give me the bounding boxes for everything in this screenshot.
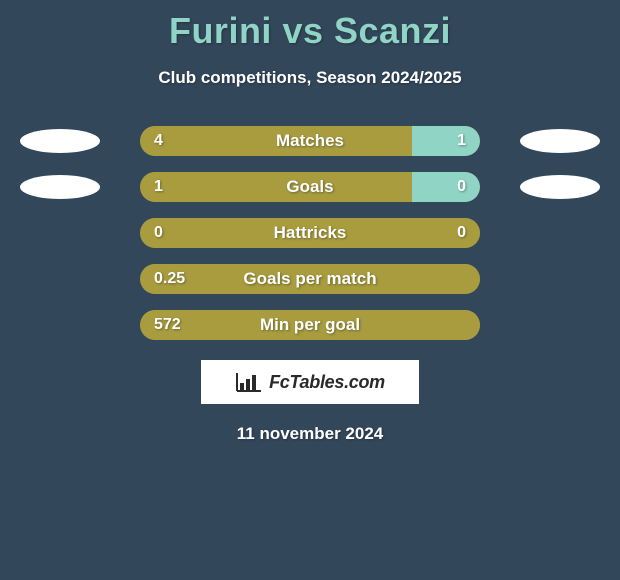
- right-crest: [520, 175, 600, 199]
- right-value: 0: [457, 218, 466, 248]
- stat-bar: 572Min per goal: [140, 310, 480, 340]
- stat-label: Hattricks: [140, 218, 480, 248]
- barchart-icon: [235, 371, 263, 393]
- date-text: 11 november 2024: [0, 424, 620, 444]
- stat-row: 572Min per goal: [0, 310, 620, 340]
- subtitle: Club competitions, Season 2024/2025: [0, 68, 620, 88]
- logo-text: FcTables.com: [269, 372, 385, 393]
- page-title: Furini vs Scanzi: [0, 0, 620, 52]
- stats-container: 4Matches11Goals00Hattricks00.25Goals per…: [0, 126, 620, 340]
- right-value: 1: [457, 126, 466, 156]
- stat-bar: 4Matches1: [140, 126, 480, 156]
- left-crest: [20, 175, 100, 199]
- stat-row: 0Hattricks0: [0, 218, 620, 248]
- right-value: 0: [457, 172, 466, 202]
- stat-label: Matches: [140, 126, 480, 156]
- fctables-logo: FcTables.com: [201, 360, 419, 404]
- stat-row: 0.25Goals per match: [0, 264, 620, 294]
- stat-label: Goals per match: [140, 264, 480, 294]
- left-crest: [20, 129, 100, 153]
- right-crest: [520, 129, 600, 153]
- stat-bar: 0.25Goals per match: [140, 264, 480, 294]
- stat-row: 1Goals0: [0, 172, 620, 202]
- stat-row: 4Matches1: [0, 126, 620, 156]
- stat-bar: 0Hattricks0: [140, 218, 480, 248]
- stat-label: Min per goal: [140, 310, 480, 340]
- stat-bar: 1Goals0: [140, 172, 480, 202]
- stat-label: Goals: [140, 172, 480, 202]
